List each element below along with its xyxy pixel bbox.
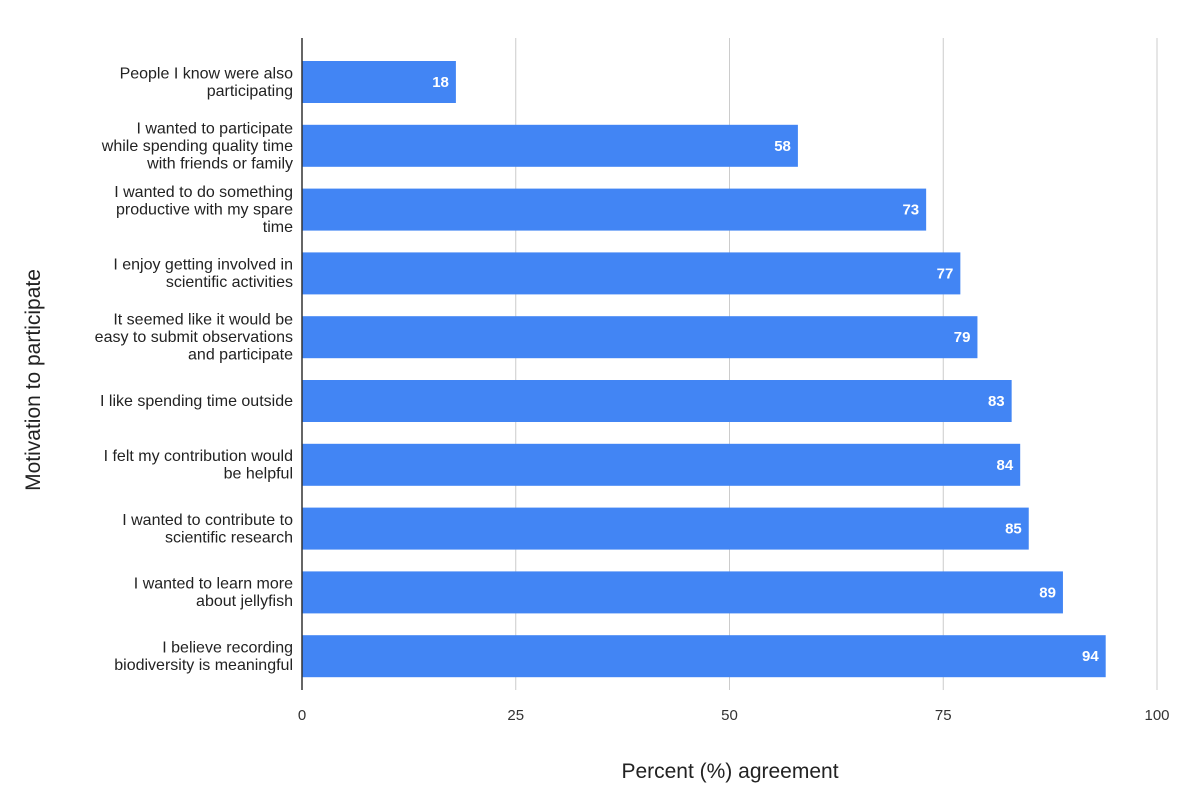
category-label-line: I enjoy getting involved in bbox=[113, 257, 293, 274]
category-label: People I know were also participating bbox=[120, 65, 294, 100]
bar-value-label: 58 bbox=[774, 138, 791, 155]
category-label-line: with friends or family bbox=[146, 155, 293, 172]
category-label-line: It seemed like it would be bbox=[113, 312, 293, 329]
bar-value-label: 94 bbox=[1082, 648, 1099, 665]
x-axis-title: Percent (%) agreement bbox=[621, 760, 838, 783]
category-label: I felt my contribution would be helpful bbox=[104, 448, 293, 483]
category-label: I like spending time outside bbox=[100, 393, 293, 410]
category-label: I enjoy getting involved in scientific ac… bbox=[113, 257, 293, 292]
category-label: I believe recording biodiversity is meani… bbox=[114, 639, 293, 674]
x-tick-label: 50 bbox=[721, 707, 738, 724]
category-label-line: I believe recording bbox=[162, 639, 293, 656]
bar bbox=[302, 188, 927, 231]
bar-value-label: 85 bbox=[1005, 521, 1022, 538]
x-tick-label: 75 bbox=[935, 707, 952, 724]
category-label: I wanted to learn more about jellyfish bbox=[134, 576, 293, 611]
bar bbox=[302, 635, 1106, 678]
category-label-line: productive with my spare bbox=[116, 202, 293, 219]
category-label-line: participating bbox=[207, 83, 293, 100]
bar-value-label: 89 bbox=[1039, 584, 1056, 601]
x-tick-label: 25 bbox=[507, 707, 524, 724]
bar bbox=[302, 443, 1021, 486]
bar-value-label: 77 bbox=[937, 265, 954, 282]
category-label-line: I wanted to learn more bbox=[134, 576, 293, 593]
bar-value-label: 73 bbox=[902, 202, 919, 219]
bar bbox=[302, 252, 961, 295]
bar bbox=[302, 61, 456, 103]
bar-value-label: 18 bbox=[432, 74, 449, 91]
category-label-line: scientific research bbox=[165, 529, 293, 546]
category-label-line: People I know were also bbox=[120, 65, 294, 82]
category-label-line: I wanted to contribute to bbox=[122, 512, 293, 529]
category-label-line: I felt my contribution would bbox=[104, 448, 293, 465]
category-label: I wanted to participate while spending qu… bbox=[101, 120, 293, 172]
bar bbox=[302, 507, 1029, 550]
bar-value-label: 83 bbox=[988, 393, 1005, 410]
category-label-line: I wanted to participate bbox=[136, 120, 293, 137]
y-axis-title: Motivation to participate bbox=[22, 269, 45, 491]
bar bbox=[302, 316, 978, 359]
category-label-line: scientific activities bbox=[166, 274, 293, 291]
bars: 18 58 73 77 79 83 84 85 89 94 bbox=[302, 61, 1106, 678]
bar bbox=[302, 571, 1063, 614]
category-label-line: about jellyfish bbox=[196, 593, 293, 610]
x-tick-label: 100 bbox=[1144, 707, 1169, 724]
category-label-line: biodiversity is meaningful bbox=[114, 657, 293, 674]
category-label: It seemed like it would be easy to submit… bbox=[95, 312, 293, 364]
bar-value-label: 84 bbox=[997, 457, 1014, 474]
category-label-line: easy to submit observations bbox=[95, 329, 293, 346]
bar-value-label: 79 bbox=[954, 329, 971, 346]
bar bbox=[302, 124, 798, 167]
category-label-line: while spending quality time bbox=[101, 138, 293, 155]
category-label-line: be helpful bbox=[224, 466, 293, 483]
category-label: I wanted to contribute to scientific rese… bbox=[122, 512, 293, 547]
axes: 0 25 50 75 100 People I know were also partici… bbox=[95, 38, 1170, 724]
category-label-line: time bbox=[263, 219, 293, 236]
category-label-line: I wanted to do something bbox=[114, 184, 293, 201]
bar bbox=[302, 380, 1012, 422]
category-label: I wanted to do something productive with … bbox=[114, 184, 293, 236]
category-label-line: I like spending time outside bbox=[100, 393, 293, 410]
category-label-line: and participate bbox=[188, 347, 293, 364]
x-tick-label: 0 bbox=[298, 707, 306, 724]
